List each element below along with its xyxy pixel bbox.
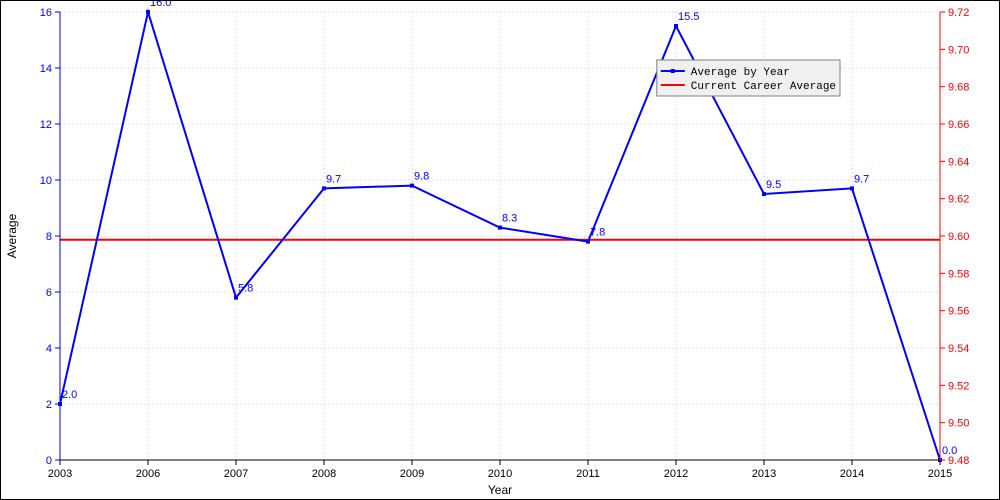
- data-point: [234, 296, 238, 300]
- data-point-label: 2.0: [62, 389, 77, 401]
- chart-container: 2.016.05.89.79.88.37.815.59.59.70.020032…: [0, 0, 1000, 500]
- y-right-tick-label: 9.48: [948, 455, 969, 467]
- y-right-tick-label: 9.50: [948, 418, 969, 430]
- x-tick-label: 2012: [664, 468, 688, 480]
- y-right-tick-label: 9.64: [948, 156, 969, 168]
- x-tick-label: 2014: [840, 468, 864, 480]
- data-point-label: 7.8: [590, 227, 605, 239]
- data-point-label: 15.5: [678, 11, 699, 23]
- y-left-tick-label: 2: [46, 399, 52, 411]
- data-point: [146, 10, 150, 14]
- x-tick-label: 2015: [928, 468, 952, 480]
- y-left-tick-label: 0: [46, 455, 52, 467]
- data-point: [322, 186, 326, 190]
- data-point-label: 8.3: [502, 213, 517, 225]
- legend-item-label: Current Career Average: [691, 81, 836, 93]
- data-point: [674, 24, 678, 28]
- y-left-tick-label: 4: [46, 343, 52, 355]
- x-tick-label: 2007: [224, 468, 248, 480]
- data-point-label: 9.8: [414, 171, 429, 183]
- y-right-tick-label: 9.54: [948, 343, 969, 355]
- data-point-label: 9.7: [854, 173, 869, 185]
- y-right-tick-label: 9.62: [948, 194, 969, 206]
- data-point: [498, 226, 502, 230]
- x-tick-label: 2010: [488, 468, 512, 480]
- legend: Average by Year Current Career Average: [657, 60, 840, 96]
- data-point: [410, 184, 414, 188]
- y-left-tick-label: 16: [40, 7, 52, 19]
- legend-item-label: Average by Year: [691, 67, 790, 79]
- y-right-tick-label: 9.60: [948, 231, 969, 243]
- y-right-tick-label: 9.70: [948, 44, 969, 56]
- y-left-tick-label: 10: [40, 175, 52, 187]
- y-left-tick-label: 8: [46, 231, 52, 243]
- y-left-tick-label: 14: [40, 63, 52, 75]
- x-tick-label: 2013: [752, 468, 776, 480]
- chart-svg: 2.016.05.89.79.88.37.815.59.59.70.020032…: [0, 0, 1000, 500]
- y-right-tick-label: 9.68: [948, 82, 969, 94]
- y-right-tick-label: 9.56: [948, 306, 969, 318]
- y-left-tick-label: 6: [46, 287, 52, 299]
- x-tick-label: 2009: [400, 468, 424, 480]
- y-right-tick-label: 9.72: [948, 7, 969, 19]
- data-point-label: 9.5: [766, 179, 781, 191]
- x-axis-label: Year: [488, 483, 512, 497]
- data-point-label: 5.8: [238, 283, 253, 295]
- data-point: [586, 240, 590, 244]
- data-point-label: 9.7: [326, 173, 341, 185]
- y-right-tick-label: 9.52: [948, 380, 969, 392]
- y-left-axis-label: Average: [5, 213, 19, 258]
- x-tick-label: 2003: [48, 468, 72, 480]
- y-right-tick-label: 9.66: [948, 119, 969, 131]
- data-point: [850, 186, 854, 190]
- x-tick-label: 2011: [576, 468, 600, 480]
- data-point: [762, 192, 766, 196]
- x-tick-label: 2006: [136, 468, 160, 480]
- x-tick-label: 2008: [312, 468, 336, 480]
- data-point-label: 16.0: [150, 0, 171, 9]
- y-left-tick-label: 12: [40, 119, 52, 131]
- y-right-tick-label: 9.58: [948, 268, 969, 280]
